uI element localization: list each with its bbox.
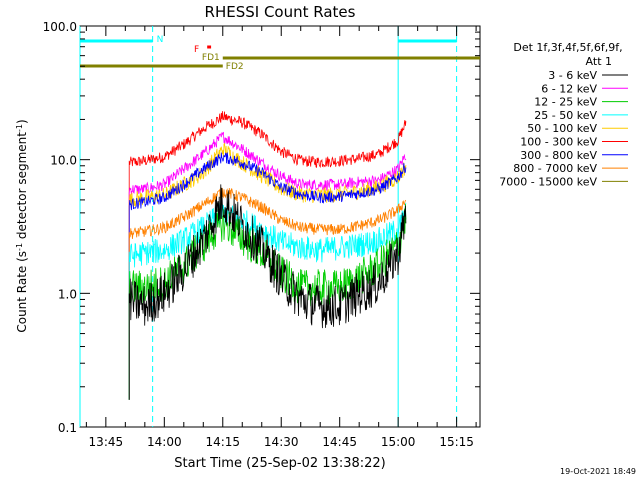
legend-header-1: Det 1f,3f,4f,5f,6f,9f, xyxy=(513,41,622,54)
x-tick-label: 14:00 xyxy=(147,435,182,449)
y-axis-label-part2: detector segment xyxy=(15,132,29,243)
legend-label: 7000 - 15000 keV xyxy=(499,175,597,188)
y-tick-label: 1.0 xyxy=(58,287,77,301)
y-axis: 0.1 1.0 10.0 100.0 xyxy=(43,20,480,435)
x-axis-label: Start Time (25-Sep-02 13:38:22) xyxy=(174,456,385,471)
legend-label: 300 - 800 keV xyxy=(520,149,597,162)
series-line xyxy=(128,152,407,400)
legend-label: 25 - 50 keV xyxy=(534,109,597,122)
x-axis: 13:45 14:00 14:15 14:30 14:45 15:00 15:15 xyxy=(85,26,477,449)
series-line xyxy=(128,202,407,400)
legend-label: 12 - 25 keV xyxy=(534,96,597,109)
flag-label-fd1: FD1 xyxy=(202,53,220,63)
legend-label: 50 - 100 keV xyxy=(527,122,597,135)
x-tick-label: 14:30 xyxy=(264,435,299,449)
y-tick-label: 100.0 xyxy=(43,20,77,34)
flag-label-n: N xyxy=(157,35,164,45)
y-tick-label: 0.1 xyxy=(58,421,77,435)
y-axis-label: Count Rate (s-1 detector segment-1) xyxy=(15,119,30,332)
x-tick-label: 14:15 xyxy=(205,435,240,449)
legend-header-2: Att 1 xyxy=(586,55,612,68)
x-tick-label: 14:45 xyxy=(322,435,357,449)
x-tick-label: 15:15 xyxy=(439,435,474,449)
footer-timestamp: 19-Oct-2021 18:49 xyxy=(560,467,636,476)
flag-label-fd2: FD2 xyxy=(226,62,244,72)
x-tick-label: 13:45 xyxy=(89,435,124,449)
series-line xyxy=(128,131,407,400)
legend-label: 3 - 6 keV xyxy=(548,69,597,82)
series-line xyxy=(128,204,407,400)
series-line xyxy=(128,111,407,400)
flag-label-f: F xyxy=(194,45,199,55)
series-line xyxy=(128,184,407,400)
legend: Det 1f,3f,4f,5f,6f,9f, Att 1 3 - 6 keV6 … xyxy=(499,41,628,188)
series-line xyxy=(128,186,407,400)
y-tick-label: 10.0 xyxy=(50,154,77,168)
y-axis-label-part1: Count Rate (s xyxy=(15,251,29,333)
legend-label: 100 - 300 keV xyxy=(520,136,597,149)
series-layer xyxy=(128,111,407,400)
x-tick-label: 15:00 xyxy=(381,435,416,449)
y-axis-label-sup1: -1 xyxy=(15,243,24,251)
series-line xyxy=(128,142,407,400)
y-axis-label-sup2: -1 xyxy=(15,124,24,132)
legend-label: 800 - 7000 keV xyxy=(513,162,597,175)
chart-title: RHESSI Count Rates xyxy=(205,3,356,21)
y-axis-label-part3: ) xyxy=(15,119,29,124)
legend-label: 6 - 12 keV xyxy=(541,82,597,95)
